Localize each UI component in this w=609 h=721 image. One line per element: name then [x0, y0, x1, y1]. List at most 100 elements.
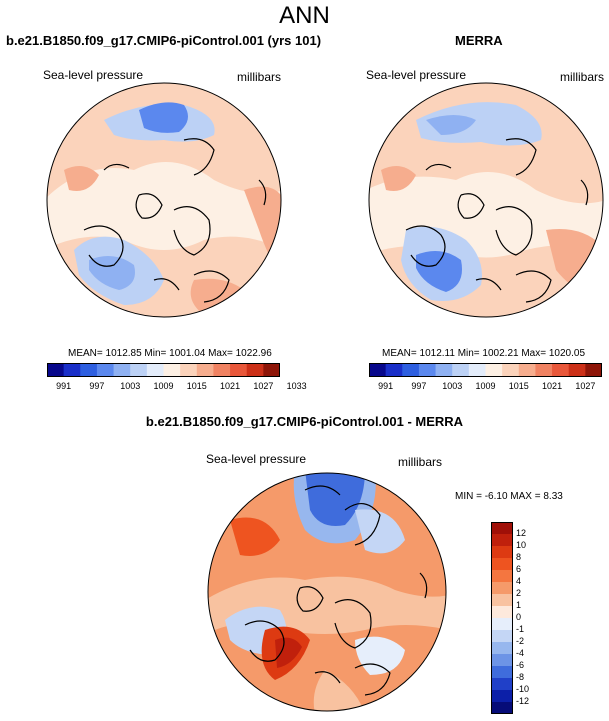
panel3-colorbar-box: [491, 666, 513, 679]
panel3-stats: MIN = -6.10 MAX = 8.33: [455, 491, 563, 502]
panel1-colorbar-box: [180, 363, 198, 377]
panel3-colorbar-box: [491, 678, 513, 691]
panel1-title: b.e21.B1850.f09_g17.CMIP6-piControl.001 …: [6, 33, 322, 48]
figure-suptitle: ANN: [279, 2, 330, 29]
panel2-colorbar-box: [369, 363, 387, 377]
panel1-colorbar-tick-label: 1009: [153, 381, 174, 391]
panel3-title: b.e21.B1850.f09_g17.CMIP6-piControl.001 …: [145, 414, 464, 429]
panel2-colorbar: [369, 363, 602, 377]
panel3-colorbar-tick-label: 8: [516, 552, 522, 562]
panel3-colorbar-tick-label: -4: [516, 648, 525, 658]
panel2-colorbar-tick-label: 1027: [575, 381, 596, 391]
panel3-colorbar-tick-label: -8: [516, 672, 525, 682]
panel1-colorbar-box: [130, 363, 148, 377]
panel3-colorbar-box: [491, 534, 513, 547]
panel1-colorbar-tick-label: 1033: [286, 381, 307, 391]
panel2-colorbar-box: [552, 363, 570, 377]
panel2-variable-label: Sea-level pressure: [366, 68, 467, 82]
panel1-colorbar-frame: [47, 363, 280, 377]
panel2-colorbar-tick-label: 1021: [542, 381, 563, 391]
panel3-colorbar-box: [491, 642, 513, 655]
panel2-colorbar-box: [468, 363, 486, 377]
panel2-colorbar-box: [585, 363, 602, 377]
panel3-colorbar-box: [491, 654, 513, 667]
panel1-colorbar-tick-label: 1003: [120, 381, 141, 391]
panel3-colorbar-tick-label: -10: [516, 684, 530, 694]
panel1-colorbar-box: [63, 363, 81, 377]
panel2-colorbar-box: [568, 363, 586, 377]
panel3-colorbar-box: [491, 702, 513, 714]
panel3-colorbar-box: [491, 522, 513, 535]
panel2-polar-map: [368, 82, 604, 318]
panel1-polar-map: [46, 82, 282, 318]
panel3-colorbar-tick-label: -12: [516, 696, 530, 706]
panel1-colorbar: [47, 363, 280, 377]
panel1-colorbar-box: [196, 363, 214, 377]
panel2-colorbar-tick-label: 1009: [475, 381, 496, 391]
panel2-colorbar-tick-label: 1033: [604, 381, 609, 391]
panel1-colorbar-box: [163, 363, 181, 377]
panel3-colorbar-box: [491, 582, 513, 595]
panel2-colorbar-box: [502, 363, 520, 377]
panel1-colorbar-box: [246, 363, 264, 377]
panel2-colorbar-box: [385, 363, 403, 377]
panel3-variable-label: Sea-level pressure: [206, 452, 307, 466]
panel3-units-label: millibars: [398, 455, 443, 469]
panel3-colorbar-box: [491, 570, 513, 583]
panel1-colorbar-box: [47, 363, 65, 377]
panel3-colorbar-box: [491, 606, 513, 619]
panel2-colorbar-box: [485, 363, 503, 377]
panel3-colorbar-tick-label: 0: [516, 612, 522, 622]
panel2-units-label: millibars: [560, 70, 605, 84]
panel2-colorbar-box: [435, 363, 453, 377]
panel2-colorbar-box: [418, 363, 437, 377]
panel2-title: MERRA: [455, 33, 503, 48]
panel3-colorbar-ticks: 12 10 8 6 4 2 1 0 -1 -2 -4 -6 -8 -10 -12: [516, 522, 546, 714]
panel1-colorbar-box: [113, 363, 131, 377]
panel3-colorbar-tick-label: 1: [516, 600, 522, 610]
panel3-colorbar-box: [491, 690, 513, 703]
panel2-colorbar-tick-label: 1003: [442, 381, 463, 391]
panel2-colorbar-tick-label: 997: [411, 381, 427, 391]
panel2-colorbar-tick-label: 991: [378, 381, 394, 391]
panel1-colorbar-tick-label: 991: [56, 381, 72, 391]
panel2-colorbar-box: [518, 363, 536, 377]
panel3-colorbar-box: [491, 594, 513, 607]
panel3-colorbar-tick-label: 12: [516, 528, 527, 538]
panel3-colorbar: [491, 522, 513, 714]
panel2-colorbar-frame: [369, 363, 602, 377]
panel3-colorbar-tick-label: 4: [516, 576, 522, 586]
panel3-colorbar-tick-label: 2: [516, 588, 522, 598]
panel3-colorbar-box: [491, 618, 513, 631]
panel3-colorbar-tick-label: -1: [516, 624, 525, 634]
panel3-colorbar-tick-label: 10: [516, 540, 527, 550]
panel3-colorbar-box: [491, 630, 513, 643]
panel1-stats: MEAN= 1012.85 Min= 1001.04 Max= 1022.96: [68, 348, 272, 359]
panel1-colorbar-box: [96, 363, 115, 377]
panel2-colorbar-box: [535, 363, 553, 377]
panel1-colorbar-ticks: 991 997 1003 1009 1015 1021 1027 1033: [32, 381, 307, 393]
panel1-variable-label: Sea-level pressure: [43, 68, 144, 82]
panel2-colorbar-ticks: 991 997 1003 1009 1015 1021 1027 1033: [354, 381, 609, 393]
panel2-colorbar-tick-label: 1015: [508, 381, 529, 391]
panel3-colorbar-tick-label: -6: [516, 660, 525, 670]
panel1-units-label: millibars: [237, 70, 282, 84]
panel3-colorbar-box: [491, 558, 513, 571]
panel1-colorbar-box: [146, 363, 164, 377]
panel3-colorbar-frame: [491, 522, 513, 714]
panel1-colorbar-tick-label: 1015: [186, 381, 207, 391]
panel2-colorbar-box: [452, 363, 470, 377]
panel1-colorbar-tick-label: 1021: [220, 381, 241, 391]
panel3-polar-map: [207, 472, 447, 712]
panel2-colorbar-box: [402, 363, 420, 377]
panel1-colorbar-box: [230, 363, 248, 377]
panel3-colorbar-tick-label: -2: [516, 636, 525, 646]
panel1-colorbar-tick-label: 1027: [253, 381, 274, 391]
panel2-stats: MEAN= 1012.11 Min= 1002.21 Max= 1020.05: [382, 348, 586, 359]
panel1-colorbar-tick-label: 997: [89, 381, 105, 391]
panel1-colorbar-box: [213, 363, 231, 377]
panel3-colorbar-box: [491, 546, 513, 559]
panel1-colorbar-box: [80, 363, 98, 377]
panel1-colorbar-box: [263, 363, 280, 377]
panel3-colorbar-tick-label: 6: [516, 564, 522, 574]
